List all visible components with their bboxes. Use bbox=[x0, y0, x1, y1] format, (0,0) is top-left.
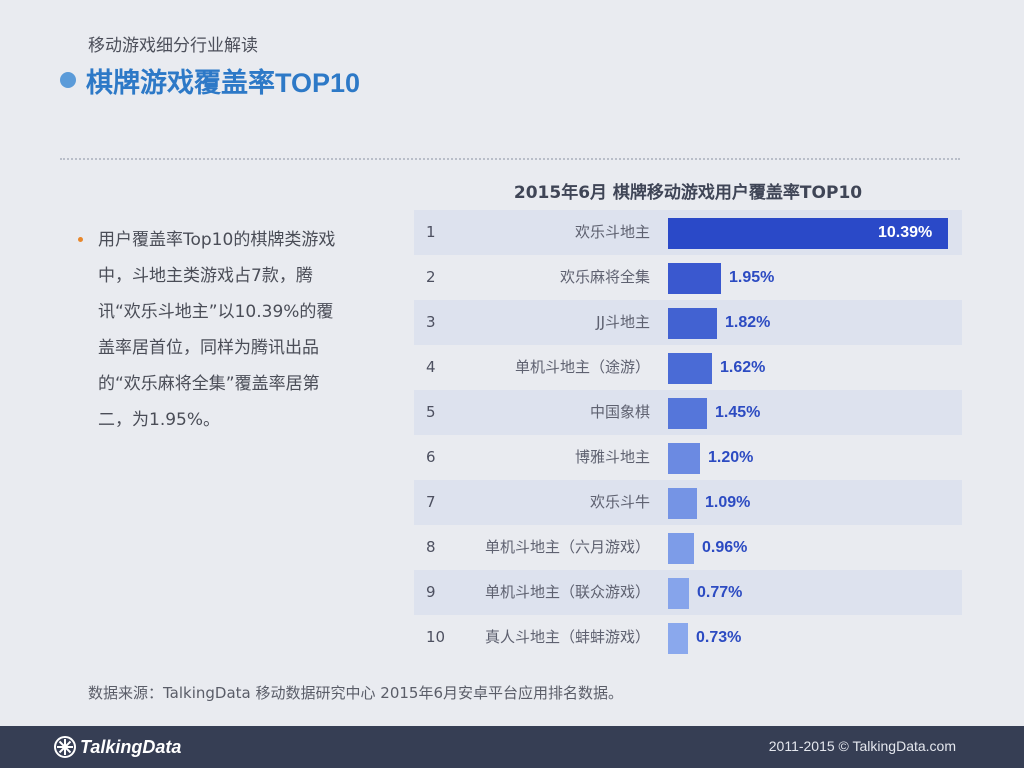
bar bbox=[668, 488, 697, 519]
chart-title: 2015年6月 棋牌移动游戏用户覆盖率TOP10 bbox=[513, 183, 863, 203]
category-label: 单机斗地主（联众游戏） bbox=[484, 583, 650, 601]
rank-label: 9 bbox=[426, 583, 436, 601]
rank-label: 8 bbox=[426, 538, 436, 556]
rank-label: 3 bbox=[426, 313, 436, 331]
category-label: 欢乐斗地主 bbox=[574, 223, 650, 241]
category-label: 单机斗地主（六月游戏） bbox=[484, 538, 650, 556]
talkingdata-logo-icon bbox=[54, 736, 76, 758]
title-bullet-icon bbox=[60, 72, 76, 88]
value-label: 10.39% bbox=[878, 224, 933, 241]
category-label: 欢乐麻将全集 bbox=[559, 268, 650, 286]
chart-row: 2 欢乐麻将全集 1.95% bbox=[414, 255, 962, 300]
data-source-note: 数据来源：TalkingData 移动数据研究中心 2015年6月安卓平台应用排… bbox=[88, 684, 623, 702]
category-label: 欢乐斗牛 bbox=[589, 493, 650, 511]
bar bbox=[668, 443, 700, 474]
value-label: 1.09% bbox=[705, 494, 751, 511]
bar bbox=[668, 263, 721, 294]
value-label: 0.77% bbox=[697, 584, 743, 601]
chart-row: 4 单机斗地主（途游） 1.62% bbox=[414, 345, 962, 390]
coverage-bar-chart: 1 欢乐斗地主 10.39% 2 欢乐麻将全集 1.95% 3 JJ斗地主 1.82% 4 单机斗地… bbox=[414, 210, 962, 660]
logo-text: TalkingData bbox=[80, 736, 182, 757]
bar bbox=[668, 308, 717, 339]
value-label: 1.82% bbox=[725, 314, 771, 331]
chart-row: 9 单机斗地主（联众游戏） 0.77% bbox=[414, 570, 962, 615]
bar bbox=[668, 623, 688, 654]
bar bbox=[668, 578, 689, 609]
bar bbox=[668, 398, 707, 429]
value-label: 0.73% bbox=[696, 629, 742, 646]
bar bbox=[668, 353, 712, 384]
chart-row: 5 中国象棋 1.45% bbox=[414, 390, 962, 435]
rank-label: 6 bbox=[426, 448, 436, 466]
chart-row: 7 欢乐斗牛 1.09% bbox=[414, 480, 962, 525]
bar bbox=[668, 533, 694, 564]
footer-bar: TalkingData 2011-2015 © TalkingData.com bbox=[0, 726, 1024, 768]
copyright-text: 2011-2015 © TalkingData.com bbox=[768, 738, 956, 754]
chart-row: 10 真人斗地主（蚌蚌游戏） 0.73% bbox=[414, 615, 962, 660]
category-label: 真人斗地主（蚌蚌游戏） bbox=[484, 628, 650, 646]
category-label: 单机斗地主（途游） bbox=[514, 358, 650, 376]
value-label: 1.20% bbox=[708, 449, 754, 466]
rank-label: 10 bbox=[426, 628, 446, 646]
rank-label: 5 bbox=[426, 403, 436, 421]
rank-label: 2 bbox=[426, 268, 436, 286]
category-label: 中国象棋 bbox=[589, 403, 650, 421]
value-label: 1.95% bbox=[729, 269, 775, 286]
category-label: 博雅斗地主 bbox=[574, 448, 650, 466]
bar bbox=[668, 218, 948, 249]
summary-text: 用户覆盖率Top10的棋牌类游戏中，斗地主类游戏占7款，腾讯“欢乐斗地主”以10… bbox=[98, 230, 336, 430]
section-subtitle: 移动游戏细分行业解读 bbox=[88, 36, 258, 56]
chart-row: 8 单机斗地主（六月游戏） 0.96% bbox=[414, 525, 962, 570]
footer-logo: TalkingData bbox=[54, 736, 181, 758]
category-label: JJ斗地主 bbox=[596, 313, 650, 331]
chart-row: 6 博雅斗地主 1.20% bbox=[414, 435, 962, 480]
rank-label: 7 bbox=[426, 493, 436, 511]
value-label: 1.45% bbox=[715, 404, 761, 421]
value-label: 0.96% bbox=[702, 539, 748, 556]
rank-label: 1 bbox=[426, 223, 436, 241]
value-label: 1.62% bbox=[720, 359, 766, 376]
chart-row: 1 欢乐斗地主 10.39% bbox=[414, 210, 962, 255]
dotted-divider bbox=[60, 158, 960, 160]
title-row: 棋牌游戏覆盖率TOP10 bbox=[60, 62, 360, 98]
page-title: 棋牌游戏覆盖率TOP10 bbox=[86, 67, 361, 98]
summary-bullet: 用户覆盖率Top10的棋牌类游戏中，斗地主类游戏占7款，腾讯“欢乐斗地主”以10… bbox=[78, 222, 350, 438]
chart-row: 3 JJ斗地主 1.82% bbox=[414, 300, 962, 345]
rank-label: 4 bbox=[426, 358, 436, 376]
bullet-dot-icon bbox=[78, 237, 83, 242]
